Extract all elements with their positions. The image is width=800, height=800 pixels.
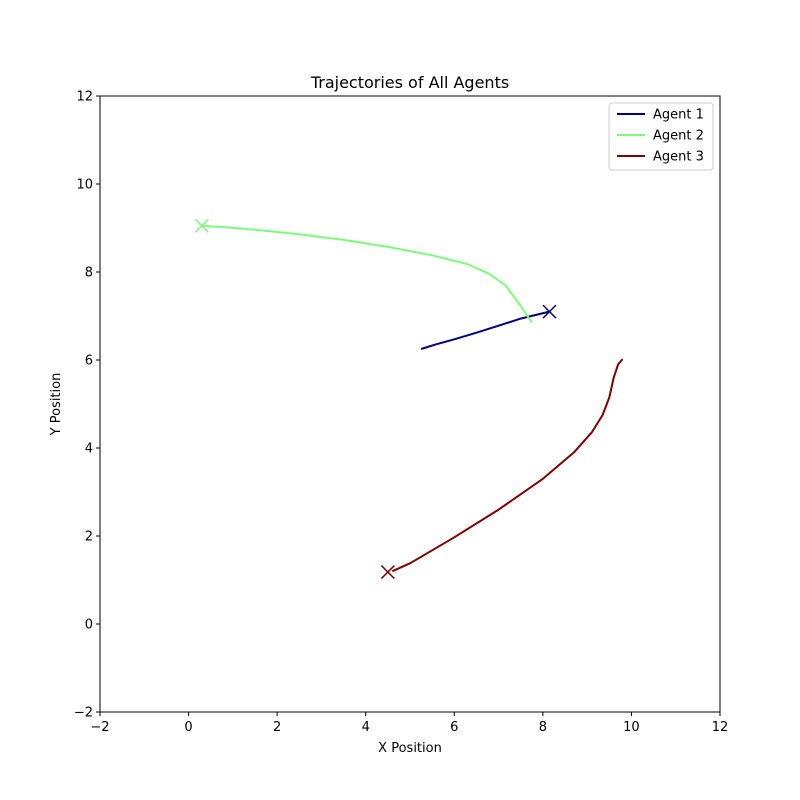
y-axis-label: Y Position	[49, 373, 64, 437]
series-line-agent-3	[391, 358, 624, 573]
legend: Agent 1 Agent 2 Agent 3	[608, 102, 714, 171]
x-tick-label: 2	[273, 720, 281, 735]
y-tick-label: 8	[85, 266, 93, 281]
x-tick-label: −2	[90, 720, 109, 735]
x-tick-label: 0	[184, 720, 192, 735]
end-marker-agent-3	[380, 565, 395, 580]
x-tick-label: 4	[362, 720, 370, 735]
y-tick-label: 10	[76, 178, 93, 193]
series-line-agent-2	[201, 224, 533, 324]
end-marker-agent-2	[194, 218, 209, 233]
y-tick-label: −2	[74, 706, 93, 721]
plot-area: −2 0 2 4 6 8 10 12 −2 0 2 4 6 8 10 12	[74, 90, 728, 736]
x-tick-label: 12	[712, 720, 729, 735]
x-tick-label: 8	[539, 720, 547, 735]
y-tick-label: 4	[85, 442, 93, 457]
chart-title: Trajectories of All Agents	[310, 73, 509, 92]
x-axis-label: X Position	[378, 741, 442, 756]
series-line-agent-1	[420, 310, 550, 350]
y-tick-label: 2	[85, 530, 93, 545]
legend-label-agent-2: Agent 2	[653, 129, 704, 144]
y-tick-label: 12	[76, 90, 93, 105]
y-tick-label: 0	[85, 618, 93, 633]
x-tick-label: 6	[450, 720, 458, 735]
legend-label-agent-3: Agent 3	[653, 150, 704, 165]
legend-box	[608, 102, 714, 171]
x-tick-label: 10	[623, 720, 640, 735]
y-tick-label: 6	[85, 354, 93, 369]
axes-frame	[99, 95, 721, 713]
end-marker-agent-1	[542, 304, 557, 319]
legend-label-agent-1: Agent 1	[653, 108, 704, 123]
